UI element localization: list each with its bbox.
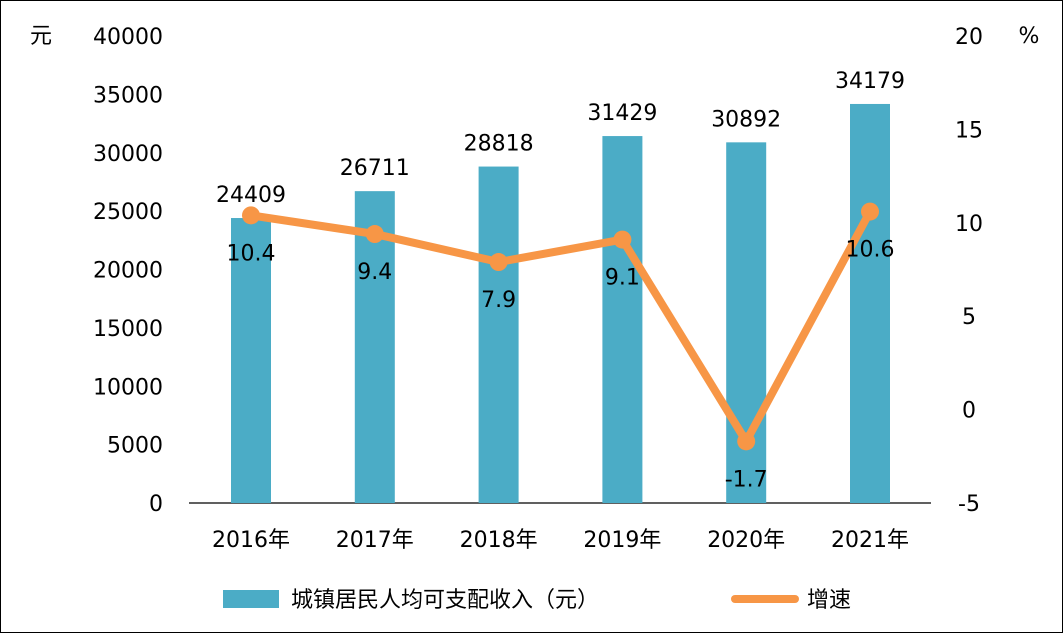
growth-point [365,225,384,244]
bar [602,136,643,504]
line-group [242,202,879,451]
growth-value-label: -1.7 [725,467,768,492]
right-axis-unit: % [1019,24,1040,49]
bar [478,166,519,503]
x-tick-label: 2017年 [336,528,414,553]
bar [354,191,395,503]
growth-line [247,207,874,446]
bars-group [231,103,890,504]
x-tick-label: 2018年 [460,528,538,553]
labels-group: 24409 26711 28818 31429 30892 34179 10.4 9.4 7.9… [216,69,905,492]
bar [231,218,271,504]
bar-value-label: 28818 [464,132,534,157]
left-axis-tick: 15000 [93,317,163,342]
growth-point [242,206,260,225]
left-axis-tick: 0 [149,492,163,517]
right-axis-tick: 20 [955,25,983,50]
growth-point [737,432,756,451]
right-axis-tick: 5 [962,305,976,330]
left-axis-tick: 25000 [93,200,163,225]
left-axis-tick: 5000 [107,434,163,459]
left-axis-tick: 10000 [93,375,163,400]
x-tick-label: 2019年 [583,528,661,553]
legend-bar-swatch [223,590,279,608]
left-axis-unit: 元 [30,24,52,49]
growth-point [613,230,632,249]
left-axis-tick: 40000 [93,25,163,50]
growth-value-label: 9.4 [357,260,392,285]
right-axis-tick: 0 [962,399,976,424]
bar-value-label: 34179 [835,69,905,94]
bar-value-label: 30892 [711,107,781,132]
legend: 城镇居民人均可支配收入（元） 增速 [223,588,851,613]
bar-value-label: 26711 [340,156,410,181]
right-axis-tick: 15 [955,118,983,143]
x-tick-label: 2020年 [707,528,785,553]
bar [850,103,890,503]
left-axis-tick: 35000 [93,83,163,108]
right-axis-tick: -5 [958,492,980,517]
growth-point [861,202,879,221]
right-axis-tick: 10 [955,212,983,237]
bar-value-label: 31429 [587,101,657,126]
legend-bar-label: 城镇居民人均可支配收入（元） [291,588,599,613]
growth-value-label: 10.6 [846,238,895,263]
growth-value-label: 9.1 [605,266,640,291]
left-axis-tick: 20000 [93,259,163,284]
x-tick-label: 2021年 [831,528,909,553]
growth-value-label: 10.4 [227,241,276,266]
growth-point [489,253,508,272]
growth-value-label: 7.9 [481,288,516,313]
bar-value-label: 24409 [216,183,286,208]
x-tick-label: 2016年 [212,528,290,553]
legend-line-label: 增速 [807,588,851,613]
left-axis-tick: 30000 [93,142,163,167]
